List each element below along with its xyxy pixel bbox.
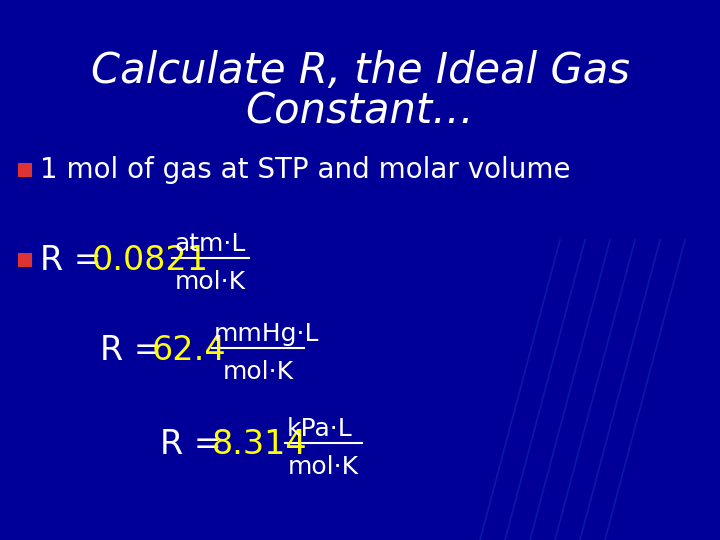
Text: kPa·L: kPa·L (287, 417, 353, 441)
Text: 1 mol of gas at STP and molar volume: 1 mol of gas at STP and molar volume (40, 156, 570, 184)
Text: mmHg·L: mmHg·L (214, 322, 320, 346)
Text: R =: R = (160, 429, 233, 462)
Text: R =: R = (100, 334, 172, 367)
FancyBboxPatch shape (18, 163, 32, 177)
FancyBboxPatch shape (18, 253, 32, 267)
Text: Calculate R, the Ideal Gas: Calculate R, the Ideal Gas (91, 50, 629, 92)
Text: Constant…: Constant… (246, 90, 474, 132)
Text: mol·K: mol·K (288, 455, 359, 479)
Text: R =: R = (40, 244, 112, 276)
Text: 0.0821: 0.0821 (92, 244, 209, 276)
Text: 62.4: 62.4 (152, 334, 227, 367)
Text: 8.314: 8.314 (212, 429, 307, 462)
Text: mol·K: mol·K (222, 360, 294, 384)
Text: atm·L: atm·L (174, 232, 246, 256)
Text: mol·K: mol·K (175, 270, 246, 294)
